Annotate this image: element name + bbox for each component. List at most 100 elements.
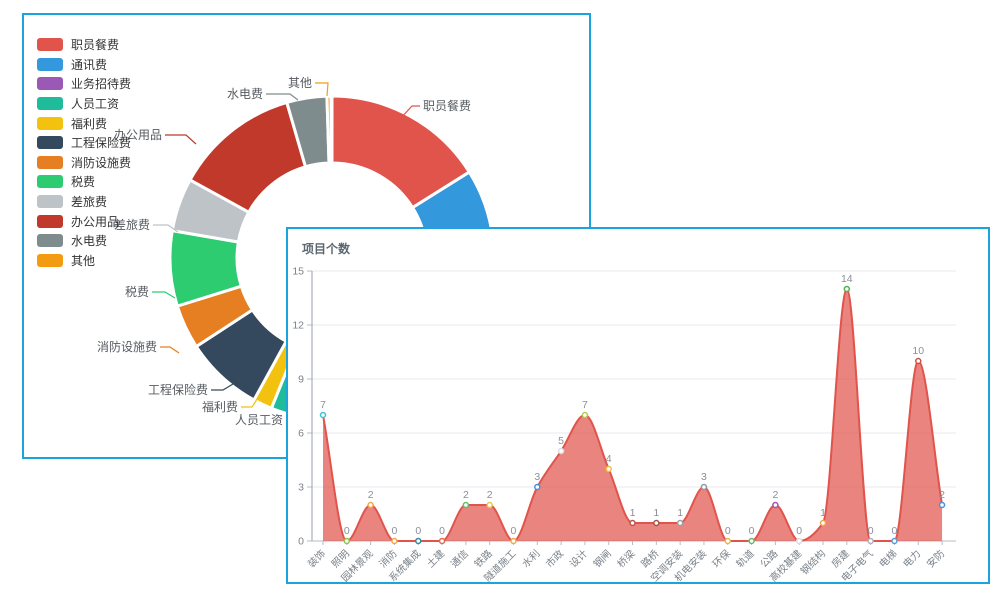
x-axis-label-11: 设计 xyxy=(567,547,590,570)
data-point-value-8: 0 xyxy=(511,525,517,537)
data-point-value-5: 0 xyxy=(439,525,445,537)
data-point-3[interactable] xyxy=(391,537,398,545)
legend-label: 税费 xyxy=(71,175,96,190)
data-point-22[interactable] xyxy=(843,285,851,293)
data-point-6[interactable] xyxy=(462,501,470,509)
legend-swatch xyxy=(37,116,63,130)
legend-item-4[interactable]: 福利费 xyxy=(37,113,131,133)
data-point-12[interactable] xyxy=(605,465,612,473)
y-axis-label: 0 xyxy=(298,536,304,548)
legend-swatch xyxy=(37,234,63,248)
data-point-0[interactable] xyxy=(319,411,327,419)
data-point-7[interactable] xyxy=(486,501,493,509)
area-chart-title: 项目个数 xyxy=(302,242,351,256)
legend-label: 消防设施费 xyxy=(71,155,132,170)
data-point-value-10: 5 xyxy=(558,435,564,447)
donut-callout-line-0 xyxy=(399,105,420,120)
donut-callout-label-4: 福利费 xyxy=(202,399,238,414)
data-point-value-6: 2 xyxy=(463,489,469,501)
legend-item-6[interactable]: 消防设施费 xyxy=(37,153,131,173)
legend-item-10[interactable]: 水电费 xyxy=(37,231,131,251)
data-point-value-0: 7 xyxy=(320,399,326,411)
data-point-21[interactable] xyxy=(819,519,827,527)
data-point-value-12: 4 xyxy=(606,453,612,465)
legend-item-2[interactable]: 业务招待费 xyxy=(37,74,131,94)
data-point-value-3: 0 xyxy=(392,525,398,537)
donut-callout-label-3: 人员工资 xyxy=(235,413,283,427)
legend-item-1[interactable]: 通讯费 xyxy=(37,55,131,75)
legend-item-7[interactable]: 税费 xyxy=(37,172,131,192)
data-point-26[interactable] xyxy=(938,501,946,509)
legend-label: 通讯费 xyxy=(71,57,108,72)
data-point-value-11: 7 xyxy=(582,399,588,411)
legend-item-3[interactable]: 人员工资 xyxy=(37,94,131,114)
legend-label: 人员工资 xyxy=(71,97,120,112)
legend-swatch xyxy=(37,136,63,150)
x-axis-label-26: 安防 xyxy=(924,547,947,570)
area-chart-canvas: 03691215装饰7照明0园林景观2消防0系统集成0土建0通信2铁路2隧道施工… xyxy=(292,266,956,582)
legend-swatch xyxy=(37,214,63,228)
data-point-23[interactable] xyxy=(867,537,874,545)
data-point-15[interactable] xyxy=(676,519,684,527)
legend-swatch xyxy=(37,175,63,189)
legend-swatch xyxy=(37,77,63,91)
legend-item-11[interactable]: 其他 xyxy=(37,251,131,271)
data-point-8[interactable] xyxy=(510,537,517,545)
data-point-1[interactable] xyxy=(343,537,351,545)
data-point-13[interactable] xyxy=(629,519,636,527)
legend-label: 工程保险费 xyxy=(71,136,132,151)
legend-item-9[interactable]: 办公用品 xyxy=(37,211,131,231)
data-point-value-16: 3 xyxy=(701,471,707,483)
data-point-17[interactable] xyxy=(724,537,732,545)
data-point-4[interactable] xyxy=(414,537,422,545)
data-point-value-18: 0 xyxy=(749,525,755,537)
project-count-card: 项目个数 0 3 6 9 12 15 装饰 7 照明 0 园林景观 2 消防 0 系统集成 0 土建 0 通信 2 铁路… xyxy=(286,227,990,584)
legend-swatch xyxy=(37,195,63,209)
data-point-10[interactable] xyxy=(557,447,565,455)
x-axis-label-18: 轨道 xyxy=(733,547,756,570)
donut-callout-label-5: 工程保险费 xyxy=(148,382,208,397)
donut-callout-line-7 xyxy=(152,291,176,299)
legend-label: 福利费 xyxy=(71,116,108,131)
legend-swatch xyxy=(37,97,63,111)
data-point-9[interactable] xyxy=(534,483,541,491)
legend-swatch xyxy=(37,155,63,169)
data-point-value-14: 1 xyxy=(653,507,659,519)
donut-callout-label-9: 办公用品 xyxy=(114,127,162,142)
donut-slice-11[interactable] xyxy=(325,94,333,165)
donut-callout-line-9 xyxy=(165,134,197,145)
data-point-2[interactable] xyxy=(367,501,374,509)
data-point-value-17: 0 xyxy=(725,525,731,537)
data-point-value-22: 14 xyxy=(841,273,853,285)
donut-callout-line-10 xyxy=(266,93,299,101)
legend-item-0[interactable]: 职员餐费 xyxy=(37,35,131,55)
x-axis-label-10: 市政 xyxy=(543,547,566,570)
donut-callout-label-7: 税费 xyxy=(125,285,149,299)
legend-item-5[interactable]: 工程保险费 xyxy=(37,133,131,153)
data-point-16[interactable] xyxy=(700,483,708,491)
x-axis-label-24: 电梯 xyxy=(876,547,899,570)
data-point-25[interactable] xyxy=(915,357,922,365)
data-point-20[interactable] xyxy=(795,537,803,545)
donut-callout-label-6: 消防设施费 xyxy=(97,339,157,354)
legend-swatch xyxy=(37,57,63,71)
data-point-24[interactable] xyxy=(891,537,898,545)
legend-item-8[interactable]: 差旅费 xyxy=(37,192,131,212)
x-axis-label-21: 钢结构 xyxy=(798,547,828,577)
donut-callout-line-8 xyxy=(153,224,179,233)
data-point-11[interactable] xyxy=(581,411,589,419)
data-point-14[interactable] xyxy=(653,519,660,527)
data-point-value-1: 0 xyxy=(344,525,350,537)
legend-swatch xyxy=(37,253,63,267)
data-point-18[interactable] xyxy=(748,537,755,545)
data-point-value-26: 2 xyxy=(939,489,945,501)
y-axis-label: 3 xyxy=(298,482,304,494)
x-axis-label-12: 钢闸 xyxy=(591,547,614,570)
data-point-value-2: 2 xyxy=(368,489,374,501)
legend-label: 其他 xyxy=(71,253,96,268)
data-point-value-23: 0 xyxy=(868,525,874,537)
data-point-5[interactable] xyxy=(438,537,446,545)
data-point-value-20: 0 xyxy=(796,525,802,537)
data-point-19[interactable] xyxy=(772,501,779,509)
legend-label: 业务招待费 xyxy=(71,77,132,92)
